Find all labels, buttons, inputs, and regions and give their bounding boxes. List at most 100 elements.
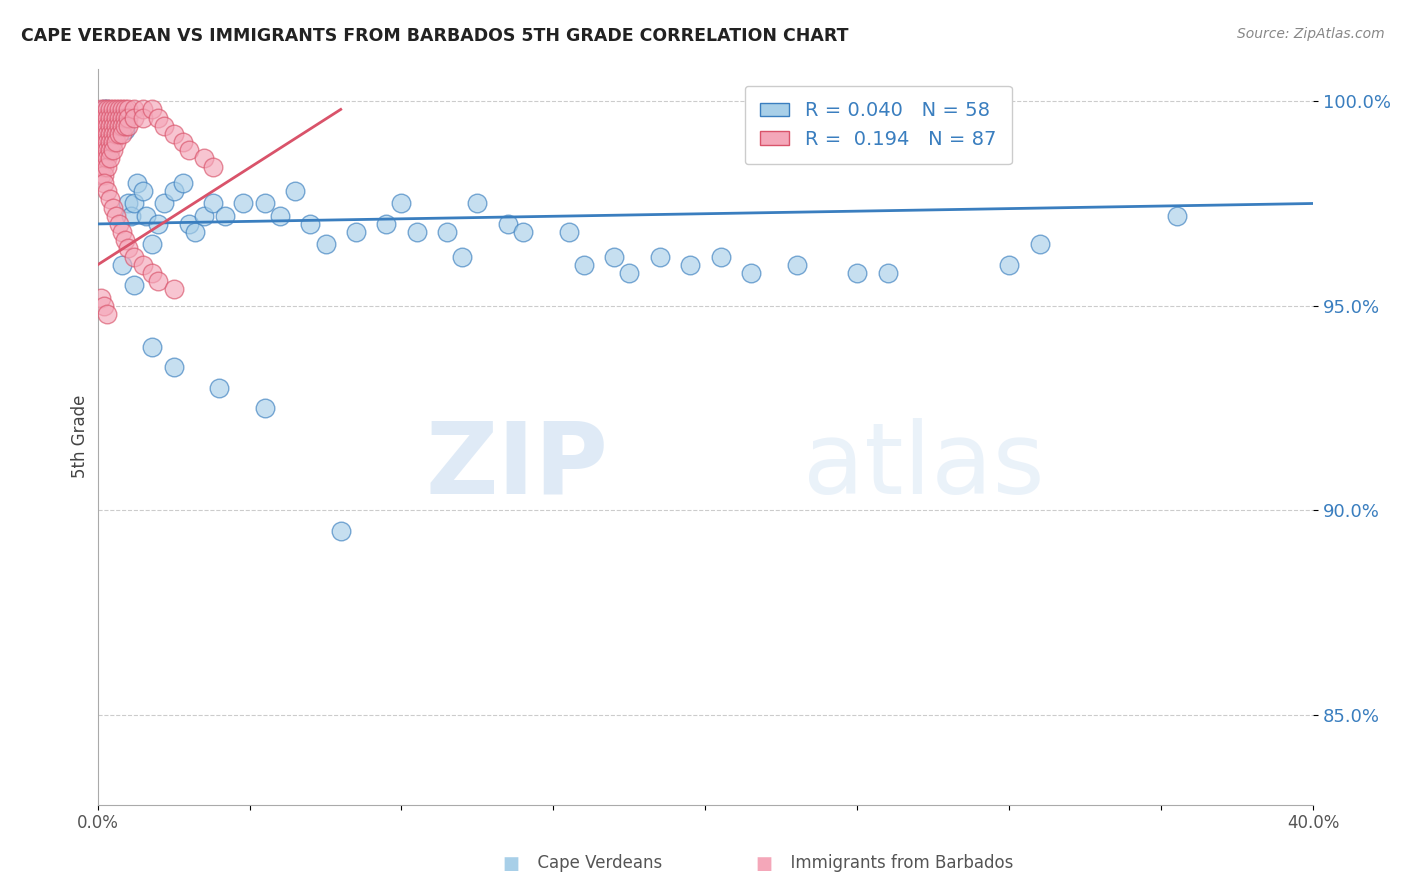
Point [104, 119, 127, 133]
Text: ■: ■ [755, 855, 772, 872]
Text: CAPE VERDEAN VS IMMIGRANTS FROM BARBADOS 5TH GRADE CORRELATION CHART: CAPE VERDEAN VS IMMIGRANTS FROM BARBADOS… [21, 27, 849, 45]
Point [148, 111, 170, 125]
Point [162, 360, 184, 375]
Point [111, 103, 134, 117]
Point [120, 209, 142, 223]
Point [391, 196, 413, 211]
Point [405, 225, 427, 239]
Point [101, 119, 124, 133]
Point [101, 135, 124, 149]
Point [90, 152, 112, 166]
Point [117, 119, 139, 133]
Point [436, 225, 458, 239]
Point [90, 127, 112, 141]
Point [141, 237, 163, 252]
Point [108, 217, 131, 231]
Point [98, 152, 121, 166]
Point [98, 127, 121, 141]
Text: Cape Verdeans: Cape Verdeans [527, 855, 662, 872]
Point [96, 111, 118, 125]
Point [96, 307, 118, 321]
Point [108, 106, 131, 120]
Point [876, 266, 898, 280]
Point [603, 250, 626, 264]
Point [98, 144, 121, 158]
Point [998, 258, 1021, 272]
Point [122, 111, 145, 125]
Point [93, 168, 115, 182]
Point [96, 119, 118, 133]
Text: ZIP: ZIP [425, 417, 609, 515]
Point [122, 196, 145, 211]
Point [93, 111, 115, 125]
Point [111, 127, 134, 141]
Point [284, 184, 307, 198]
Point [193, 209, 215, 223]
Point [162, 127, 184, 141]
Point [344, 225, 367, 239]
Point [679, 258, 702, 272]
Point [141, 340, 163, 354]
Point [93, 135, 115, 149]
Point [202, 160, 225, 174]
Point [846, 266, 869, 280]
Point [451, 250, 474, 264]
Point [93, 103, 115, 117]
Point [111, 119, 134, 133]
Point [93, 152, 115, 166]
Point [90, 160, 112, 174]
Point [98, 119, 121, 133]
Point [101, 201, 124, 215]
Point [111, 111, 134, 125]
Point [208, 380, 231, 394]
Point [117, 103, 139, 117]
Point [96, 135, 118, 149]
Point [117, 196, 139, 211]
Point [111, 258, 134, 272]
Text: Immigrants from Barbados: Immigrants from Barbados [780, 855, 1014, 872]
Point [122, 278, 145, 293]
Point [101, 103, 124, 117]
Point [114, 123, 136, 137]
Point [122, 103, 145, 117]
Point [148, 274, 170, 288]
Point [104, 111, 127, 125]
Point [315, 237, 337, 252]
Point [619, 266, 641, 280]
Point [177, 217, 200, 231]
Point [104, 103, 127, 117]
Point [108, 111, 131, 125]
Point [710, 250, 733, 264]
Point [96, 144, 118, 158]
Point [153, 119, 176, 133]
Point [132, 103, 155, 117]
Point [114, 119, 136, 133]
Point [132, 184, 155, 198]
Point [90, 111, 112, 125]
Point [125, 176, 148, 190]
Point [141, 103, 163, 117]
Point [177, 144, 200, 158]
Point [148, 217, 170, 231]
Point [90, 135, 112, 149]
Point [114, 233, 136, 247]
Point [253, 196, 276, 211]
Point [104, 209, 127, 223]
Point [96, 160, 118, 174]
Point [496, 217, 519, 231]
Point [135, 209, 157, 223]
Point [299, 217, 322, 231]
Point [329, 524, 352, 538]
Point [104, 135, 127, 149]
Point [93, 299, 115, 313]
Point [90, 168, 112, 182]
Point [90, 291, 112, 305]
Point [108, 103, 131, 117]
Point [1166, 209, 1188, 223]
Point [93, 119, 115, 133]
Point [96, 103, 118, 117]
Point [96, 184, 118, 198]
Point [98, 103, 121, 117]
Point [93, 144, 115, 158]
Point [122, 250, 145, 264]
